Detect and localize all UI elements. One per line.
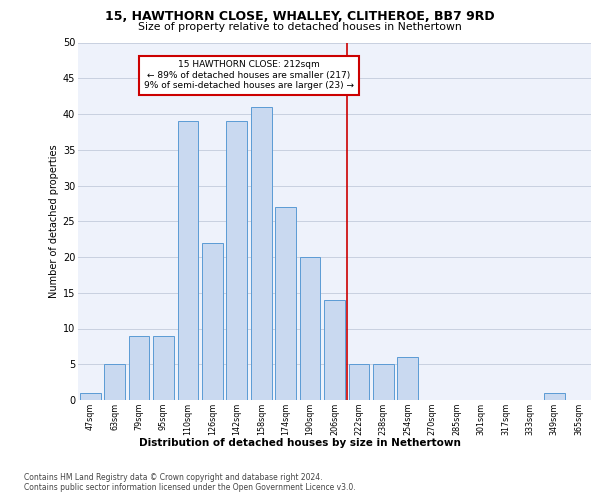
Text: 15, HAWTHORN CLOSE, WHALLEY, CLITHEROE, BB7 9RD: 15, HAWTHORN CLOSE, WHALLEY, CLITHEROE, … xyxy=(105,10,495,23)
Bar xyxy=(226,121,247,400)
Bar xyxy=(324,300,345,400)
Text: 15 HAWTHORN CLOSE: 212sqm
← 89% of detached houses are smaller (217)
9% of semi-: 15 HAWTHORN CLOSE: 212sqm ← 89% of detac… xyxy=(144,60,354,90)
Bar xyxy=(544,393,565,400)
Bar xyxy=(153,336,174,400)
Text: Size of property relative to detached houses in Nethertown: Size of property relative to detached ho… xyxy=(138,22,462,32)
Bar xyxy=(251,107,272,400)
Bar xyxy=(128,336,149,400)
Bar xyxy=(202,242,223,400)
Bar xyxy=(397,357,418,400)
Text: Contains HM Land Registry data © Crown copyright and database right 2024.: Contains HM Land Registry data © Crown c… xyxy=(24,472,323,482)
Bar xyxy=(299,257,320,400)
Bar xyxy=(80,393,101,400)
Text: Contains public sector information licensed under the Open Government Licence v3: Contains public sector information licen… xyxy=(24,484,356,492)
Bar xyxy=(178,121,199,400)
Bar xyxy=(275,207,296,400)
Text: Distribution of detached houses by size in Nethertown: Distribution of detached houses by size … xyxy=(139,438,461,448)
Bar xyxy=(349,364,370,400)
Bar xyxy=(104,364,125,400)
Y-axis label: Number of detached properties: Number of detached properties xyxy=(49,144,59,298)
Bar xyxy=(373,364,394,400)
